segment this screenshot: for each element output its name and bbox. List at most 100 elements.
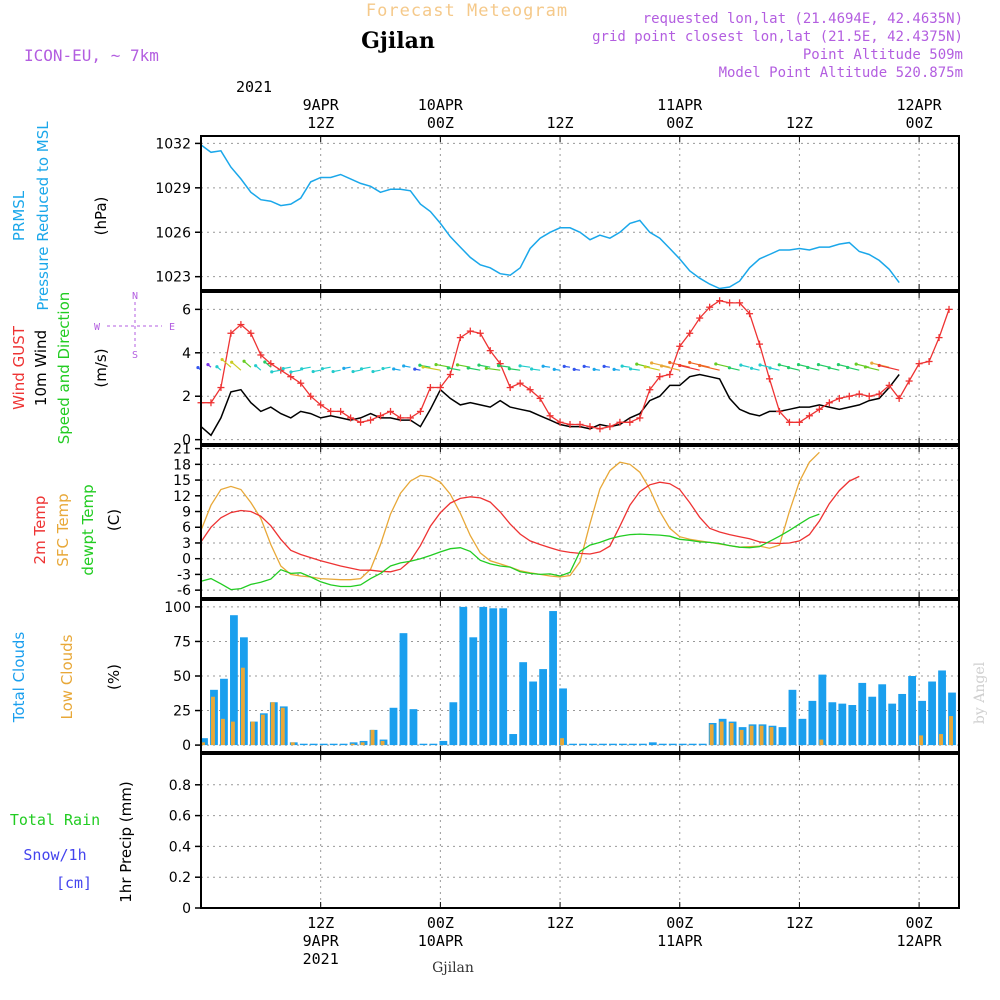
y-tick-label: -3	[177, 567, 191, 583]
panel-frame	[200, 445, 960, 599]
y-tick-label: -6	[177, 583, 191, 599]
total-clouds-bar	[439, 740, 448, 746]
wind-arrow-head	[698, 363, 702, 368]
low-clouds-bar	[280, 707, 285, 746]
wind-arrow-head	[827, 366, 831, 370]
wind-arrow	[818, 364, 830, 368]
wind-arrow	[661, 365, 680, 371]
y-tick-label: 18	[173, 457, 191, 473]
top-tick-label: 00Z	[427, 114, 454, 132]
total-clouds-bar	[678, 743, 687, 746]
wind-arrow	[769, 367, 780, 371]
location-title: Gjilan	[361, 28, 435, 54]
wind-arrow-head	[854, 362, 858, 366]
y-tick-label: 50	[173, 669, 191, 685]
wind-arrow-head	[206, 362, 210, 367]
total-clouds-bar	[808, 700, 817, 746]
bottom-tick-label: 12Z	[547, 914, 574, 932]
low-clouds-bar	[560, 738, 564, 746]
bottom-tick-label: 12APR	[897, 932, 943, 950]
total-clouds-bar	[329, 743, 338, 746]
wind-arrow-head	[602, 364, 606, 368]
wind-arrow-head	[552, 367, 556, 371]
wind-arrow-head	[846, 365, 850, 370]
wind-arrow	[829, 367, 840, 371]
compass-east: E	[169, 322, 175, 333]
low-clouds-bar	[221, 718, 225, 746]
wind-arrow-head	[806, 365, 810, 370]
precip-unit: 1hr Precip (mm)	[117, 781, 135, 902]
total-clouds-bar	[668, 743, 677, 746]
total-clouds-bar	[818, 674, 827, 746]
wind-arrow	[699, 364, 720, 371]
wind-arrow-head	[541, 364, 545, 368]
wind-arrow	[856, 363, 870, 368]
wind-arrow-head	[477, 363, 481, 367]
total-clouds-bar	[938, 670, 946, 746]
low-clouds-bar	[749, 725, 754, 746]
wind-arrow-head	[572, 367, 576, 371]
wind-arrow-head	[592, 367, 596, 371]
requested-coords: requested lon,lat (21.4694E, 42.4635N)	[643, 11, 963, 27]
low-clouds-bar	[949, 716, 953, 746]
total-clouds-bar	[648, 742, 657, 746]
total-clouds-bar	[479, 606, 488, 746]
y-tick-label: 3	[182, 536, 191, 552]
total-clouds-bar	[878, 684, 887, 746]
wind-arrow	[290, 369, 301, 373]
y-tick-label: 0	[182, 552, 191, 568]
low-clouds-bar	[270, 702, 275, 746]
wind-arrow-head	[242, 359, 246, 363]
total-clouds-bar	[798, 718, 807, 746]
wind-dir-label: Speed and Direction	[55, 292, 73, 445]
wind-arrow	[419, 364, 431, 368]
wind-arrow	[807, 366, 820, 371]
wind-compass: N W E S	[94, 291, 175, 361]
wind-arrow-head	[582, 364, 586, 368]
wind-arrow-head	[727, 366, 732, 370]
total-clouds-bar	[918, 700, 926, 746]
wind-arrow	[498, 365, 511, 368]
top-axis-year: 2021	[236, 78, 272, 96]
y-tick-label: 0	[182, 901, 191, 917]
snow-unit-label: [cm]	[56, 874, 92, 892]
wind-arrow-head	[196, 365, 200, 370]
wind-arrow-head	[418, 363, 422, 367]
y-tick-label: 0.6	[169, 809, 191, 825]
total-clouds-bar	[579, 743, 587, 746]
temp-2m-label: 2m Temp	[31, 496, 49, 565]
total-clouds-bar	[619, 743, 627, 746]
watermark: by Angel	[972, 661, 988, 724]
dewpt-temp-line	[200, 513, 820, 591]
wind-arrow-head	[351, 369, 355, 374]
top-tick-label: 12APR	[897, 96, 943, 114]
wind-arrow-head	[668, 360, 672, 365]
wind-arrow-head	[628, 367, 633, 371]
low-clouds-bar	[919, 735, 924, 746]
wind-arrow-head	[402, 364, 406, 368]
wind-arrow-head	[660, 364, 664, 368]
total-clouds-bar	[409, 709, 418, 746]
wind-arrow-head	[359, 367, 364, 371]
low-clouds-bar	[201, 742, 205, 746]
wind-arrow-head	[300, 367, 304, 371]
low-clouds-bar	[370, 729, 375, 746]
total-clouds-bar	[539, 669, 547, 746]
wind-arrow-head	[518, 364, 522, 368]
low-clouds-bar	[819, 739, 824, 746]
wind-arrow-head	[421, 365, 425, 369]
total-clouds-bar	[429, 743, 438, 746]
low-clouds-bar	[350, 743, 355, 746]
snow-label: Snow/1h	[23, 846, 86, 864]
total-clouds-bar	[788, 689, 797, 746]
total-clouds-bar	[868, 696, 877, 746]
total-clouds-bar	[628, 743, 637, 746]
y-tick-label: 1032	[155, 136, 191, 152]
bottom-tick-label: 2021	[303, 950, 339, 968]
top-tick-label: 12Z	[786, 114, 813, 132]
wind-arrow-head	[507, 367, 511, 371]
wind-10m-label: 10m Wind	[32, 330, 50, 406]
total-clouds-bar	[529, 681, 538, 746]
wind-arrow	[448, 367, 461, 371]
